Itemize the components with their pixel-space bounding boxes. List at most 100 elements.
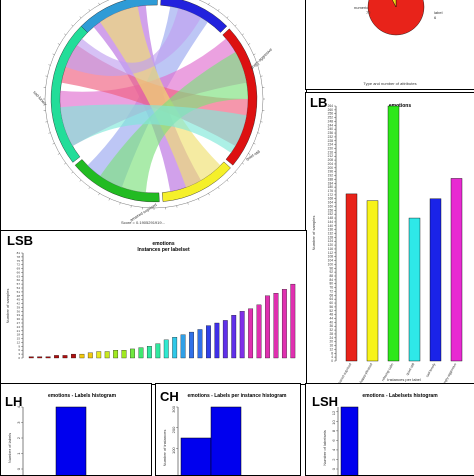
lsh-ytick-label: 8 <box>331 429 336 432</box>
lsb-ytick-label: 15 <box>17 337 21 341</box>
lb-ytick-label: 184 <box>328 181 334 185</box>
chord-tick <box>53 54 55 55</box>
lsb-bar-10 <box>113 350 118 358</box>
lb-category-label: amazed-suprised <box>336 362 353 385</box>
lb-ytick-label: 160 <box>328 204 334 208</box>
lb-ytick-label: 264 <box>328 104 334 108</box>
lb-ytick-label: 16 <box>329 344 333 348</box>
lb-ytick-label: 180 <box>328 185 334 189</box>
chord-arc-label-0: sad-lonely <box>32 90 48 107</box>
lsb-ytick-label: 75 <box>17 259 21 263</box>
lsb-bar-8 <box>97 352 102 358</box>
lsh-ylabel: Number of labelsets <box>322 430 327 466</box>
lsb-bar-13 <box>139 348 144 358</box>
lsb-bar-14 <box>147 346 152 358</box>
pie-caption: Type and number of attributes <box>306 81 474 86</box>
lsb-ytick-label: 48 <box>17 294 21 298</box>
lsb-ytick-label: 60 <box>17 278 21 282</box>
lb-ytick-label: 84 <box>329 278 333 282</box>
lb-ytick-label: 76 <box>329 286 333 290</box>
lsb-ytick-label: 51 <box>17 290 21 294</box>
lb-ytick-label: 112 <box>328 251 333 255</box>
chord-tick <box>72 25 73 26</box>
lsb-ytick-label: 78 <box>17 255 21 259</box>
lb-bar-sad-lonely <box>430 199 441 361</box>
lsb-bar-6 <box>80 354 85 358</box>
lb-ytick-label: 100 <box>328 262 334 266</box>
lsb-bar-2 <box>46 357 51 358</box>
lsb-bar-23 <box>223 320 228 358</box>
lsb-ytick-label: 63 <box>17 274 21 278</box>
lsb-bar-18 <box>181 335 186 358</box>
chord-tick <box>64 163 66 164</box>
pie-value-numeric: 72 <box>366 10 371 15</box>
lb-ytick-label: 80 <box>329 282 333 286</box>
ch-panel: CH emotions - Labels per instance histog… <box>155 383 301 476</box>
ch-ylabel: Number of instances <box>162 430 167 467</box>
lh-ylabel: Number of labels <box>7 433 12 463</box>
lb-bar-angry-aggresive <box>451 178 462 361</box>
lb-ytick-label: 44 <box>329 317 333 321</box>
lsb-bar-9 <box>105 352 110 358</box>
lb-ytick-label: 256 <box>328 112 334 116</box>
lsb-bar-5 <box>71 354 76 358</box>
chord-tick <box>254 143 256 144</box>
lsb-bar-1 <box>37 357 42 358</box>
lsh-ytick-label: 4 <box>331 448 336 451</box>
lsb-ytick-label: 54 <box>17 286 21 290</box>
lsb-bar-27 <box>257 305 262 358</box>
lsb-bar-chart: 0369121518212427303336394245485154576063… <box>1 231 307 385</box>
chord-tick <box>227 180 228 181</box>
lb-ytick-label: 88 <box>329 274 333 278</box>
lb-ytick-label: 120 <box>328 243 334 247</box>
chord-tick <box>120 203 121 205</box>
lsb-bar-17 <box>172 337 177 358</box>
lb-ytick-label: 152 <box>328 212 334 216</box>
chord-tick <box>242 163 244 164</box>
chord-tick <box>64 34 66 35</box>
chord-tick <box>235 25 236 26</box>
lsh-ytick-label: 6 <box>331 439 336 442</box>
lb-category-label: quiet-still <box>405 362 415 376</box>
lb-ytick-label: 136 <box>328 228 334 232</box>
chord-tick <box>58 154 60 155</box>
lsb-bar-11 <box>122 350 127 358</box>
chord-tick <box>80 17 81 18</box>
chord-tick <box>209 193 210 195</box>
lb-category-label: happy-pleased <box>359 362 374 383</box>
lsb-ylabel: Number of samples <box>5 289 10 324</box>
lb-ytick-label: 48 <box>329 313 333 317</box>
chord-tick <box>218 9 219 11</box>
lsh-bar-0 <box>341 407 358 476</box>
lh-ytick-label: 2 <box>16 436 21 439</box>
lsb-ytick-label: 21 <box>17 329 21 333</box>
lsb-bar-7 <box>88 353 93 358</box>
chord-tick <box>235 172 236 173</box>
lb-ytick-label: 128 <box>328 235 334 239</box>
lsb-bar-12 <box>130 349 135 358</box>
lsb-ytick-label: 66 <box>17 270 21 274</box>
lh-ytick-label: 0 <box>16 467 21 470</box>
lb-ytick-label: 4 <box>331 355 333 359</box>
chord-tick <box>248 44 250 45</box>
chord-arc-label-4: angry-aggresive <box>249 46 274 70</box>
lh-bar-0 <box>56 407 86 476</box>
lsb-ytick-label: 0 <box>18 356 20 360</box>
lsb-ytick-label: 36 <box>17 309 21 313</box>
chord-tick <box>188 203 189 205</box>
lb-ytick-label: 188 <box>328 177 334 181</box>
chord-caption: Score = 0.1905291919... <box>121 220 165 225</box>
lsb-ytick-label: 30 <box>17 317 21 321</box>
chord-tick <box>53 143 55 144</box>
lb-bar-amazed-suprised <box>346 194 357 361</box>
chord-tick <box>48 133 50 134</box>
lsb-bar-25 <box>240 311 245 358</box>
lsb-bar-3 <box>54 355 59 358</box>
chord-tick <box>227 17 228 18</box>
lsb-bar-26 <box>248 309 253 358</box>
chord-tick <box>48 65 50 66</box>
chord-tick <box>99 3 100 5</box>
lb-ytick-label: 28 <box>329 332 333 336</box>
lb-ytick-label: 216 <box>328 150 334 154</box>
lb-ytick-label: 156 <box>328 208 334 212</box>
